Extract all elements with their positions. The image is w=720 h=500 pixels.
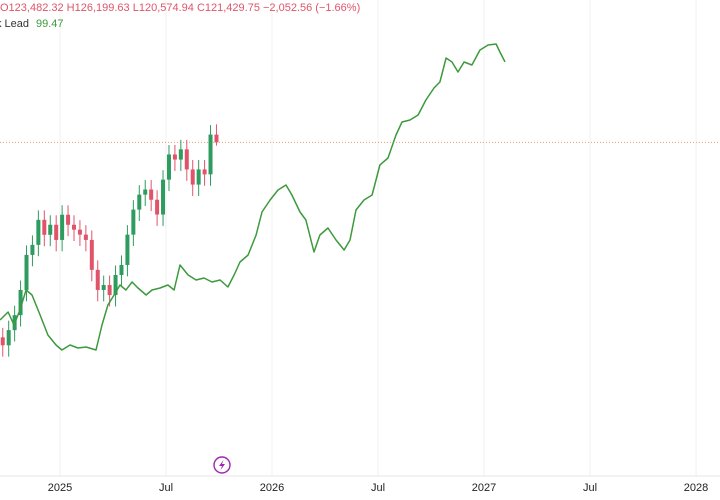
legend-series-value: 99.47 xyxy=(36,18,64,30)
candle-body xyxy=(166,154,171,180)
candle-body xyxy=(42,219,47,235)
candle-body xyxy=(119,264,124,275)
candle-body xyxy=(95,269,100,290)
candle-body xyxy=(202,169,207,175)
legend-series-name: k Lead xyxy=(0,18,29,30)
candle-body xyxy=(161,179,166,215)
candle-body xyxy=(196,169,201,185)
candle-body xyxy=(113,274,118,296)
x-tick-label: 2026 xyxy=(260,482,284,494)
ohlc-legend: O123,482.32 H126,199.63 L120,574.94 C121… xyxy=(0,2,360,14)
candle-body xyxy=(6,330,11,346)
replay-icon[interactable] xyxy=(213,456,231,474)
candle-body xyxy=(125,234,130,265)
candle-body xyxy=(101,285,106,290)
candle-body xyxy=(143,189,148,195)
x-tick-label: 2025 xyxy=(48,482,72,494)
candle-body xyxy=(190,169,195,185)
candle-body xyxy=(155,199,160,215)
x-tick-label: Jul xyxy=(159,482,173,494)
candle-body xyxy=(66,214,71,225)
candle-body xyxy=(24,254,29,290)
candle-body xyxy=(71,224,76,230)
candle-body xyxy=(137,194,142,210)
candle-body xyxy=(131,209,136,235)
candle-body xyxy=(60,214,65,240)
candle-body xyxy=(18,289,23,316)
candle-body xyxy=(178,149,183,160)
candle-body xyxy=(208,134,213,175)
candle-body xyxy=(214,134,219,143)
candle-body xyxy=(89,239,94,270)
candle-body xyxy=(83,234,88,240)
x-tick-label: Jul xyxy=(371,482,385,494)
x-axis: 2025 Jul 2026 Jul 2027 Jul 2028 xyxy=(48,482,709,494)
candle-body xyxy=(36,219,41,245)
candle-body xyxy=(172,154,177,160)
candle-body xyxy=(184,149,189,170)
candle-body xyxy=(107,285,112,296)
candle-body xyxy=(149,189,154,200)
x-tick-label: 2027 xyxy=(472,482,496,494)
candle-body xyxy=(48,224,53,235)
x-tick-label: 2028 xyxy=(684,482,708,494)
lead-line xyxy=(0,43,506,351)
x-tick-label: Jul xyxy=(583,482,597,494)
candle-body xyxy=(30,244,35,255)
plot-area xyxy=(0,43,720,357)
candle-body xyxy=(0,337,5,346)
candle-body xyxy=(54,224,59,240)
candle-body xyxy=(77,229,82,235)
grid xyxy=(59,0,697,476)
icon-bolt xyxy=(219,460,225,470)
